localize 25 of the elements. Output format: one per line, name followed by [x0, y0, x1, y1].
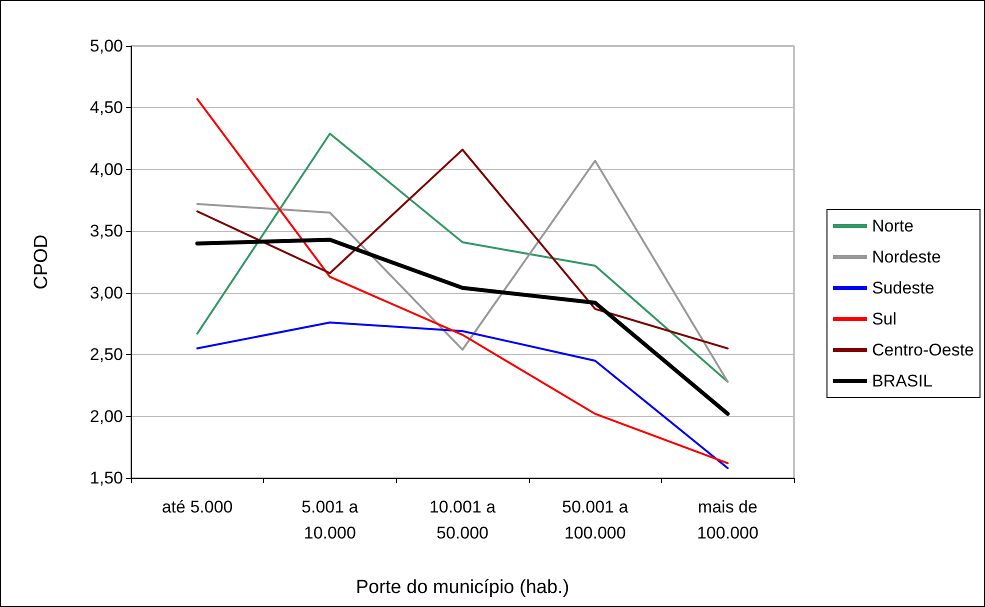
y-tick-label: 5,00: [90, 36, 123, 56]
x-tick-label: até 5.000: [162, 498, 233, 516]
legend-label: Norte: [872, 216, 914, 236]
x-tick-label: mais de 100.000: [696, 498, 758, 542]
x-axis-title: Porte do município (hab.): [356, 577, 570, 598]
x-tick-label: 50.001 a 100.000: [562, 498, 629, 542]
y-tick-label: 2,50: [90, 345, 123, 364]
legend-label: Sudeste: [872, 278, 934, 298]
line-series: [196, 321, 729, 470]
y-tick-label: 4,00: [90, 160, 123, 179]
y-tick-label: 1,50: [90, 468, 123, 488]
y-tick-label: 2,00: [90, 406, 123, 426]
legend-label: BRASIL: [872, 372, 932, 390]
legend-label: Sul: [872, 310, 897, 328]
line-series: [196, 98, 729, 464]
y-tick-label: 4,50: [90, 98, 123, 118]
legend-label: Nordeste: [872, 248, 941, 266]
line-series: [196, 148, 729, 350]
line-series: [195, 238, 730, 416]
x-tick-label: 10.001 a 50.000: [429, 498, 496, 542]
legend-label: Centro-Oeste: [872, 340, 974, 360]
y-axis-title: CPOD: [31, 234, 52, 290]
y-tick-label: 3,00: [90, 283, 123, 302]
y-tick-label: 3,50: [90, 222, 123, 241]
x-tick-label: 5.001 a 10.000: [302, 498, 359, 542]
